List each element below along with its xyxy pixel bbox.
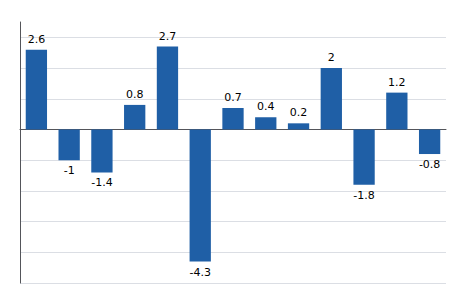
svg-text:0.2: 0.2: [290, 106, 308, 119]
svg-text:2.7: 2.7: [159, 30, 177, 43]
svg-text:2.6: 2.6: [28, 33, 46, 46]
svg-text:-1.8: -1.8: [353, 189, 374, 202]
svg-text:2: 2: [328, 51, 335, 64]
svg-text:1.2: 1.2: [388, 76, 406, 89]
svg-text:0.8: 0.8: [126, 88, 144, 101]
svg-text:0.7: 0.7: [224, 91, 242, 104]
svg-text:0.4: 0.4: [257, 100, 275, 113]
svg-text:-1: -1: [64, 164, 75, 177]
svg-text:-4.3: -4.3: [189, 266, 210, 279]
svg-text:-0.8: -0.8: [419, 158, 440, 171]
svg-text:-1.4: -1.4: [91, 176, 112, 189]
